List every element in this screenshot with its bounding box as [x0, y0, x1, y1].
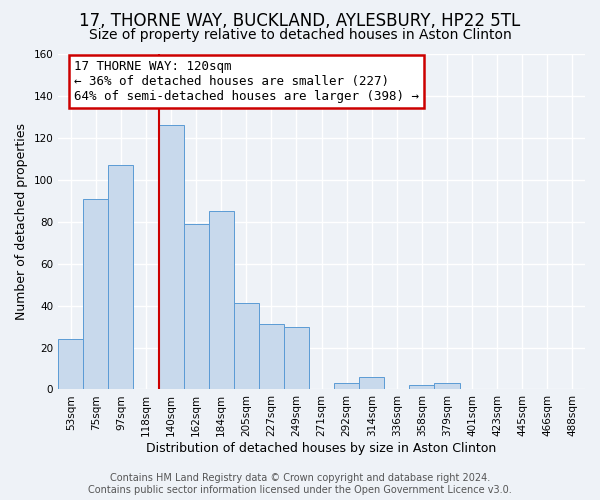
Bar: [284, 326, 309, 390]
Bar: [209, 211, 234, 390]
Bar: [158, 126, 184, 390]
Bar: [58, 339, 83, 390]
Bar: [234, 304, 259, 390]
Bar: [434, 383, 460, 390]
Text: 17 THORNE WAY: 120sqm
← 36% of detached houses are smaller (227)
64% of semi-det: 17 THORNE WAY: 120sqm ← 36% of detached …: [74, 60, 419, 104]
Text: Size of property relative to detached houses in Aston Clinton: Size of property relative to detached ho…: [89, 28, 511, 42]
Bar: [359, 377, 385, 390]
Bar: [334, 383, 359, 390]
Bar: [109, 165, 133, 390]
Bar: [83, 198, 109, 390]
Text: 17, THORNE WAY, BUCKLAND, AYLESBURY, HP22 5TL: 17, THORNE WAY, BUCKLAND, AYLESBURY, HP2…: [79, 12, 521, 30]
Y-axis label: Number of detached properties: Number of detached properties: [15, 123, 28, 320]
X-axis label: Distribution of detached houses by size in Aston Clinton: Distribution of detached houses by size …: [146, 442, 497, 455]
Bar: [409, 386, 434, 390]
Bar: [184, 224, 209, 390]
Text: Contains HM Land Registry data © Crown copyright and database right 2024.
Contai: Contains HM Land Registry data © Crown c…: [88, 474, 512, 495]
Bar: [259, 324, 284, 390]
